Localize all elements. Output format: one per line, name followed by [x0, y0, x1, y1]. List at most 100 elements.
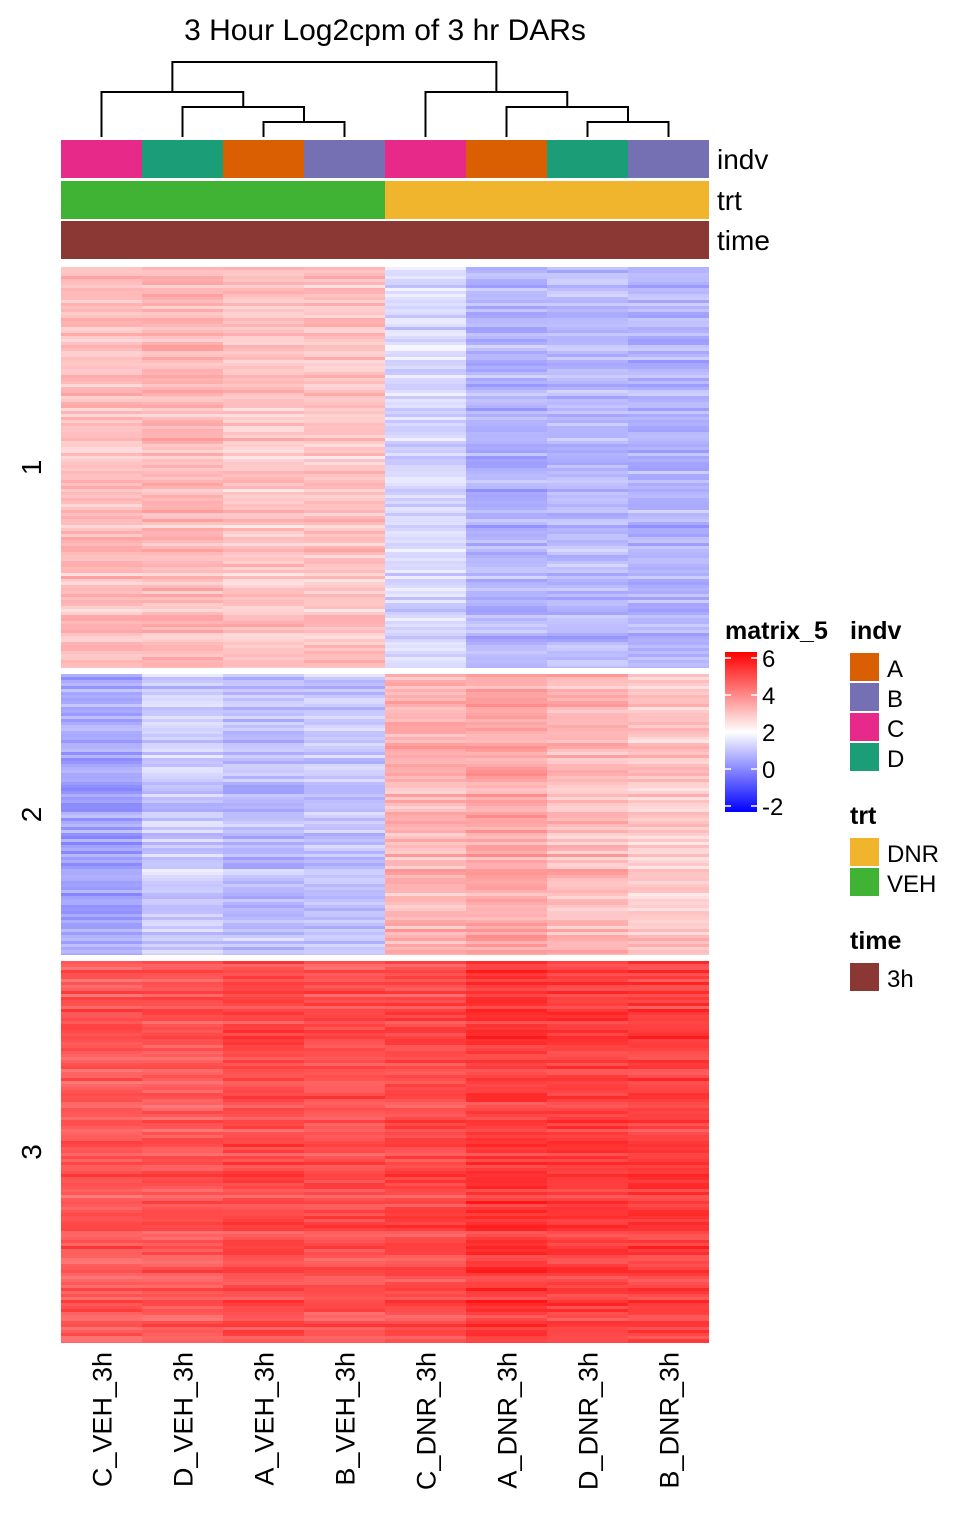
heatmap-strip — [142, 483, 223, 487]
heatmap-strip — [61, 707, 142, 711]
heatmap-strip — [142, 333, 223, 337]
heatmap-strip — [61, 899, 142, 903]
heatmap-strip — [223, 695, 304, 699]
heatmap-strip — [304, 743, 385, 747]
heatmap-strip — [385, 1255, 466, 1259]
annotation-cell-time — [547, 221, 628, 259]
heatmap-strip — [304, 890, 385, 894]
heatmap-strip — [466, 1201, 547, 1205]
heatmap-strip — [61, 1195, 142, 1199]
heatmap-strip — [304, 363, 385, 367]
heatmap-strip — [223, 297, 304, 301]
heatmap-strip — [385, 1147, 466, 1151]
heatmap-strip — [223, 411, 304, 415]
heatmap-strip — [628, 979, 709, 983]
heatmap-strip — [385, 1258, 466, 1262]
heatmap-strip — [547, 384, 628, 388]
heatmap-strip — [628, 579, 709, 583]
heatmap-strip — [304, 812, 385, 816]
heatmap-strip — [61, 369, 142, 373]
heatmap-strip — [385, 833, 466, 837]
heatmap-strip — [61, 1150, 142, 1154]
heatmap-strip — [466, 833, 547, 837]
heatmap-strip — [466, 1264, 547, 1268]
heatmap-strip — [142, 600, 223, 604]
heatmap-strip — [628, 929, 709, 933]
heatmap-strip — [547, 1039, 628, 1043]
heatmap-strip — [61, 438, 142, 442]
heatmap-strip — [466, 552, 547, 556]
heatmap-strip — [385, 330, 466, 334]
heatmap-strip — [223, 1297, 304, 1301]
heatmap-strip — [466, 465, 547, 469]
heatmap-strip — [304, 713, 385, 717]
heatmap-strip — [61, 929, 142, 933]
heatmap-strip — [223, 848, 304, 852]
heatmap-strip — [223, 803, 304, 807]
heatmap-strip — [223, 719, 304, 723]
heatmap-strip — [304, 917, 385, 921]
heatmap-strip — [466, 489, 547, 493]
heatmap-strip — [61, 1183, 142, 1187]
heatmap-strip — [61, 384, 142, 388]
heatmap-strip — [223, 279, 304, 283]
heatmap-strip — [142, 791, 223, 795]
heatmap-strip — [466, 477, 547, 481]
heatmap-strip — [385, 1219, 466, 1223]
heatmap-strip — [466, 495, 547, 499]
heatmap-strip — [466, 474, 547, 478]
heatmap-strip — [628, 1120, 709, 1124]
heatmap-strip — [547, 689, 628, 693]
heatmap-strip — [61, 378, 142, 382]
heatmap-strip — [142, 749, 223, 753]
heatmap-strip — [223, 474, 304, 478]
heatmap-strip — [628, 947, 709, 951]
heatmap-strip — [61, 273, 142, 277]
heatmap-strip — [304, 309, 385, 313]
heatmap-strip — [385, 396, 466, 400]
heatmap-strip — [547, 468, 628, 472]
heatmap-strip — [547, 414, 628, 418]
heatmap-strip — [304, 803, 385, 807]
heatmap-strip — [547, 1081, 628, 1085]
heatmap-strip — [628, 707, 709, 711]
heatmap-strip — [385, 854, 466, 858]
heatmap-strip — [142, 639, 223, 643]
heatmap-strip — [304, 1075, 385, 1079]
heatmap-strip — [142, 543, 223, 547]
heatmap-strip — [304, 970, 385, 974]
heatmap-strip — [142, 710, 223, 714]
heatmap-strip — [304, 393, 385, 397]
heatmap-strip — [547, 1303, 628, 1307]
heatmap-strip — [223, 1099, 304, 1103]
heatmap-strip — [223, 815, 304, 819]
heatmap-strip — [385, 582, 466, 586]
heatmap-strip — [304, 779, 385, 783]
heatmap-strip — [61, 597, 142, 601]
heatmap-strip — [385, 1030, 466, 1034]
heatmap-strip — [223, 806, 304, 810]
heatmap-strip — [142, 1297, 223, 1301]
heatmap-strip — [466, 944, 547, 948]
heatmap-strip — [61, 390, 142, 394]
heatmap-strip — [466, 707, 547, 711]
heatmap-strip — [547, 1222, 628, 1226]
heatmap-strip — [385, 273, 466, 277]
heatmap-strip — [628, 1297, 709, 1301]
heatmap-strip — [385, 881, 466, 885]
heatmap-strip — [61, 615, 142, 619]
heatmap-strip — [547, 1075, 628, 1079]
heatmap-strip — [385, 1135, 466, 1139]
heatmap-strip — [61, 375, 142, 379]
heatmap-strip — [466, 333, 547, 337]
heatmap-strip — [385, 1198, 466, 1202]
heatmap-strip — [628, 444, 709, 448]
heatmap-strip — [61, 447, 142, 451]
heatmap-strip — [304, 1174, 385, 1178]
heatmap-strip — [142, 378, 223, 382]
heatmap-strip — [61, 854, 142, 858]
heatmap-strip — [304, 875, 385, 879]
heatmap-strip — [142, 1018, 223, 1022]
heatmap-strip — [466, 1081, 547, 1085]
heatmap-strip — [547, 567, 628, 571]
